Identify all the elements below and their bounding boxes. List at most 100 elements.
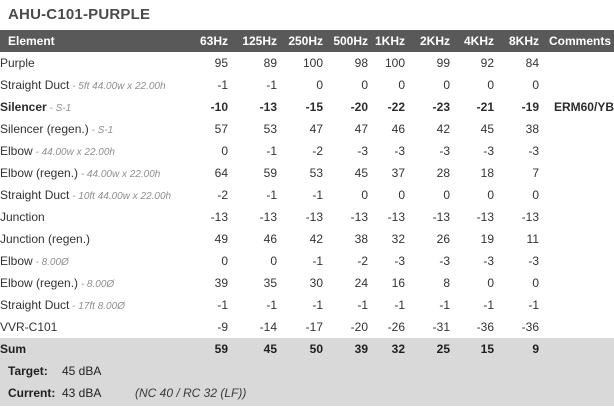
column-header-63hz: 63Hz [199,34,228,48]
element-label-cell: Elbow (regen.) - 44.00w x 22.00h [0,162,192,184]
value-cell: 0 [316,78,323,92]
sum-value-cell: 45 [263,342,277,356]
element-descriptor: - 17ft 8.00Ø [69,301,125,312]
element-descriptor: - S-1 [88,125,114,136]
value-cell: 0 [361,188,368,202]
sum-label: Sum [0,342,27,356]
value-cell: 53 [309,166,323,180]
value-cell: -13 [259,100,277,114]
value-cell: -36 [521,320,539,334]
table-row: Straight Duct - 17ft 8.00Ø -1 -1 -1 -1 -1 -1 -1… [0,294,614,316]
element-label: Elbow [0,254,33,268]
table-row: Elbow (regen.) - 44.00w x 22.00h 64 59 53 45… [0,162,614,184]
element-descriptor: - S-1 [46,103,72,114]
value-cell: -3 [483,144,494,158]
value-cell: 0 [487,78,494,92]
current-label: Current: [8,386,56,400]
value-cell: 53 [263,122,277,136]
comment-cell [539,118,614,140]
value-cell: -3 [483,254,494,268]
column-header-4khz: 4KHz [463,34,494,48]
column-header-element: Element [8,34,55,48]
element-label-cell: Purple [0,52,192,74]
value-cell: 98 [354,56,368,70]
target-row: Target: 45 dBA [0,360,614,382]
value-cell: -2 [357,254,368,268]
value-cell: 18 [480,166,494,180]
value-cell: 0 [532,188,539,202]
comment-cell [539,272,614,294]
comment-cell [539,294,614,316]
value-cell: 47 [354,122,368,136]
value-cell: 47 [309,122,323,136]
value-cell: -14 [259,320,277,334]
value-cell: 92 [480,56,494,70]
value-cell: -13 [259,210,277,224]
value-cell: -1 [357,298,368,312]
value-cell: -13 [210,210,228,224]
value-cell: 16 [391,276,405,290]
element-descriptor: - 5ft 44.00w x 22.00h [69,81,166,92]
value-cell: -1 [266,188,277,202]
element-label: Straight Duct [0,78,70,92]
value-cell: -21 [476,100,494,114]
element-label-cell: Silencer (regen.) - S-1 [0,118,192,140]
element-label-cell: Elbow (regen.) - 8.00Ø [0,272,192,294]
sum-value-cell: 25 [436,342,450,356]
value-cell: 45 [480,122,494,136]
value-cell: 100 [302,56,323,70]
value-cell: -31 [432,320,450,334]
comment-cell [539,140,614,162]
table-row: Silencer (regen.) - S-1 57 53 47 47 46 42 45 38 [0,118,614,140]
element-label-cell: Elbow - 8.00Ø [0,250,192,272]
value-cell: 0 [487,188,494,202]
comment-cell [539,74,614,96]
column-header-125hz: 125Hz [242,34,277,48]
value-cell: 8 [443,276,450,290]
value-cell: 42 [309,232,323,246]
value-cell: -15 [305,100,323,114]
column-header-500hz: 500Hz [333,34,368,48]
value-cell: -3 [357,144,368,158]
column-header-250hz: 250Hz [288,34,323,48]
column-header-8khz: 8KHz [508,34,539,48]
value-cell: -36 [476,320,494,334]
value-cell: -1 [217,298,228,312]
table-row: Purple 95 89 100 98 100 99 92 84 [0,52,614,74]
value-cell: 0 [532,78,539,92]
current-value: 43 dBA [62,386,102,400]
value-cell: 32 [391,232,405,246]
value-cell: -13 [305,210,323,224]
table-header: Element 63Hz 125Hz 250Hz 500Hz 1KHz 2KHz 4KHz 8K… [0,30,614,52]
target-value: 45 dBA [62,364,102,378]
current-row: Current: 43 dBA (NC 40 / RC 32 (LF)) [0,382,614,404]
attenuation-table: Element 63Hz 125Hz 250Hz 500Hz 1KHz 2KHz 4KHz 8K… [0,30,614,360]
value-cell: -13 [350,210,368,224]
value-cell: 38 [525,122,539,136]
value-cell: 95 [214,56,228,70]
value-cell: -13 [387,210,405,224]
value-cell: 0 [398,78,405,92]
sum-value-cell: 39 [354,342,368,356]
value-cell: 39 [214,276,228,290]
value-cell: -2 [217,188,228,202]
element-label: Elbow [0,144,33,158]
value-cell: 84 [525,56,539,70]
comment-cell [539,162,614,184]
value-cell: -1 [483,298,494,312]
value-cell: 35 [263,276,277,290]
sum-value-cell: 9 [532,342,539,356]
value-cell: 64 [214,166,228,180]
value-cell: 46 [263,232,277,246]
comment-cell [539,52,614,74]
value-cell: 26 [436,232,450,246]
value-cell: 89 [263,56,277,70]
element-label: Junction (regen.) [0,232,91,246]
element-label-cell: Straight Duct - 5ft 44.00w x 22.00h [0,74,192,96]
value-cell: 0 [487,276,494,290]
element-descriptor: - 10ft 44.00w x 22.00h [69,191,172,202]
value-cell: 49 [214,232,228,246]
element-descriptor: - 8.00Ø [78,279,115,290]
value-cell: 0 [443,78,450,92]
value-cell: -22 [387,100,405,114]
